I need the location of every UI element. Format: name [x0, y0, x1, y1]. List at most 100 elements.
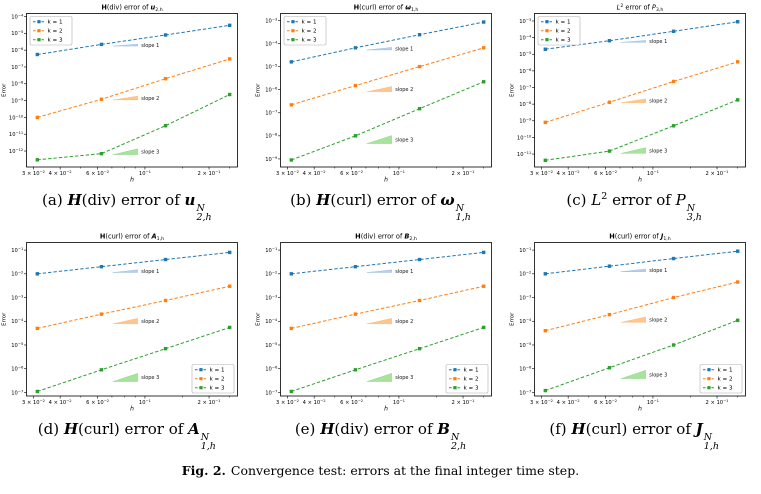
data-point: [100, 368, 104, 372]
slope-label: slope 2: [649, 99, 667, 105]
slope-label: slope 1: [649, 268, 667, 274]
series-line-k2: [37, 58, 231, 118]
data-point: [543, 388, 547, 393]
svg-text:10−2: 10−2: [519, 271, 531, 278]
slope-marks: slope 1 slope 2 slope 3: [620, 268, 667, 379]
svg-text:10−2: 10−2: [12, 271, 24, 278]
subplot-c: 3 × 10−2 4 × 10−2 6 × 10−2 10−1 2 × 10−1 10−3…: [507, 0, 761, 229]
data-point: [671, 29, 675, 33]
x-axis-label: h: [384, 406, 388, 413]
figure-caption-text: Convergence test: errors at the final in…: [230, 463, 580, 478]
svg-text:6 × 10−2: 6 × 10−2: [594, 399, 617, 406]
svg-text:10−12: 10−12: [9, 148, 23, 155]
svg-text:k = 2: k = 2: [717, 377, 732, 383]
data-point: [543, 158, 547, 162]
svg-text:2 × 10−1: 2 × 10−1: [705, 399, 728, 406]
svg-text:10−1: 10−1: [393, 170, 405, 177]
subplot-a-caption: (a) H(div) error of u N 2,h: [42, 191, 212, 223]
svg-text:10−11: 10−11: [517, 151, 531, 158]
svg-text:10−7: 10−7: [519, 389, 532, 396]
svg-text:3 × 10−2: 3 × 10−2: [276, 170, 299, 177]
series-line-k3: [291, 81, 484, 161]
slope-label: slope 1: [395, 46, 413, 52]
data-point: [481, 80, 486, 84]
svg-text:10−6: 10−6: [12, 47, 25, 54]
svg-text:10−5: 10−5: [519, 342, 532, 349]
svg-text:k = 3: k = 3: [717, 386, 732, 392]
svg-text:10−9: 10−9: [265, 156, 278, 163]
data-point: [35, 272, 40, 276]
svg-text:4 × 10−2: 4 × 10−2: [303, 399, 326, 406]
data-point: [607, 366, 611, 370]
data-point: [543, 329, 547, 333]
data-point: [417, 257, 422, 262]
figure-caption-label: Fig. 2.: [181, 463, 226, 478]
slope-label: slope 2: [395, 319, 413, 325]
data-point: [100, 97, 104, 101]
svg-text:3 × 10−2: 3 × 10−2: [276, 399, 299, 406]
series-line-k2: [544, 61, 738, 123]
data-point: [481, 325, 486, 330]
x-axis-label: h: [130, 406, 134, 413]
svg-text:k = 3: k = 3: [301, 38, 316, 44]
svg-text:10−6: 10−6: [265, 87, 278, 94]
data-point: [35, 158, 40, 162]
slope-triangle: [366, 318, 392, 324]
subplot-f-plot: 3 × 10−2 4 × 10−2 6 × 10−2 10−1 2 × 10−1 10−1…: [509, 233, 746, 413]
y-ticks: 10−1 10−2 10−3 10−4 10−5 10−6 10−7: [12, 247, 27, 396]
subplot-c-plot: 3 × 10−2 4 × 10−2 6 × 10−2 10−1 2 × 10−1 10−3…: [509, 3, 746, 184]
y-ticks: 10−3 10−4 10−5 10−6 10−7 10−8 10−9: [265, 17, 281, 163]
slope-label: slope 2: [142, 319, 160, 325]
y-axis-label: Error: [2, 312, 8, 326]
y-axis-label: Error: [509, 83, 515, 97]
svg-text:10−6: 10−6: [519, 68, 532, 75]
data-point: [417, 298, 422, 303]
svg-text:10−4: 10−4: [265, 318, 278, 325]
data-point: [671, 256, 675, 261]
data-point: [353, 264, 358, 269]
svg-text:6 × 10−2: 6 × 10−2: [87, 170, 110, 177]
svg-text:10−6: 10−6: [12, 366, 25, 373]
data-point: [228, 250, 232, 255]
x-ticks: 3 × 10−2 4 × 10−2 6 × 10−2 10−1 2 × 10−1: [530, 167, 738, 177]
svg-text:4 × 10−2: 4 × 10−2: [556, 399, 579, 406]
slope-label: slope 3: [142, 375, 160, 381]
svg-text:k = 3: k = 3: [463, 386, 478, 392]
slope-marks: slope 1 slope 2 slope 3: [113, 43, 160, 156]
svg-text:10−7: 10−7: [12, 64, 25, 71]
data-point: [417, 33, 422, 37]
svg-text:3 × 10−2: 3 × 10−2: [530, 399, 553, 406]
y-axis-label: Error: [2, 83, 8, 97]
data-point: [289, 326, 294, 331]
svg-text:10−1: 10−1: [139, 399, 151, 406]
data-point: [35, 115, 40, 120]
svg-text:10−1: 10−1: [265, 247, 277, 254]
plot-title: H(curl) error of ω1,h: [354, 4, 419, 14]
slope-triangle: [366, 269, 392, 273]
slope-label: slope 3: [395, 375, 413, 381]
data-point: [607, 100, 611, 104]
data-point: [164, 298, 168, 303]
series-line-k3: [37, 94, 231, 161]
svg-text:k = 2: k = 2: [210, 377, 225, 383]
svg-text:k = 2: k = 2: [463, 377, 478, 383]
svg-text:2 × 10−1: 2 × 10−1: [452, 170, 475, 177]
data-point: [735, 20, 740, 24]
slope-triangle: [620, 316, 646, 323]
svg-text:10−4: 10−4: [265, 40, 278, 47]
data-point: [164, 257, 168, 262]
x-ticks: 3 × 10−2 4 × 10−2 6 × 10−2 10−1 2 × 10−1: [530, 396, 738, 406]
data-point: [164, 77, 168, 81]
svg-text:10−9: 10−9: [12, 97, 25, 104]
subplot-d-caption: (d) H(curl) error of A N 1,h: [37, 420, 216, 452]
data-point: [417, 64, 422, 69]
slope-triangle: [366, 47, 392, 51]
subplot-e-caption: (e) H(div) error of B N 2,h: [294, 420, 467, 452]
legend: k = 1 k = 2 k = 3: [537, 16, 580, 46]
x-ticks: 3 × 10−2 4 × 10−2 6 × 10−2 10−1 2 × 10−1: [22, 167, 231, 177]
data-point: [671, 295, 675, 300]
y-ticks: 10−3 10−4 10−5 10−6 10−7 10−8 10−9 10−10 10−11: [517, 18, 535, 158]
data-point: [353, 312, 358, 316]
svg-text:10−1: 10−1: [139, 170, 151, 177]
slope-label: slope 3: [395, 137, 413, 143]
